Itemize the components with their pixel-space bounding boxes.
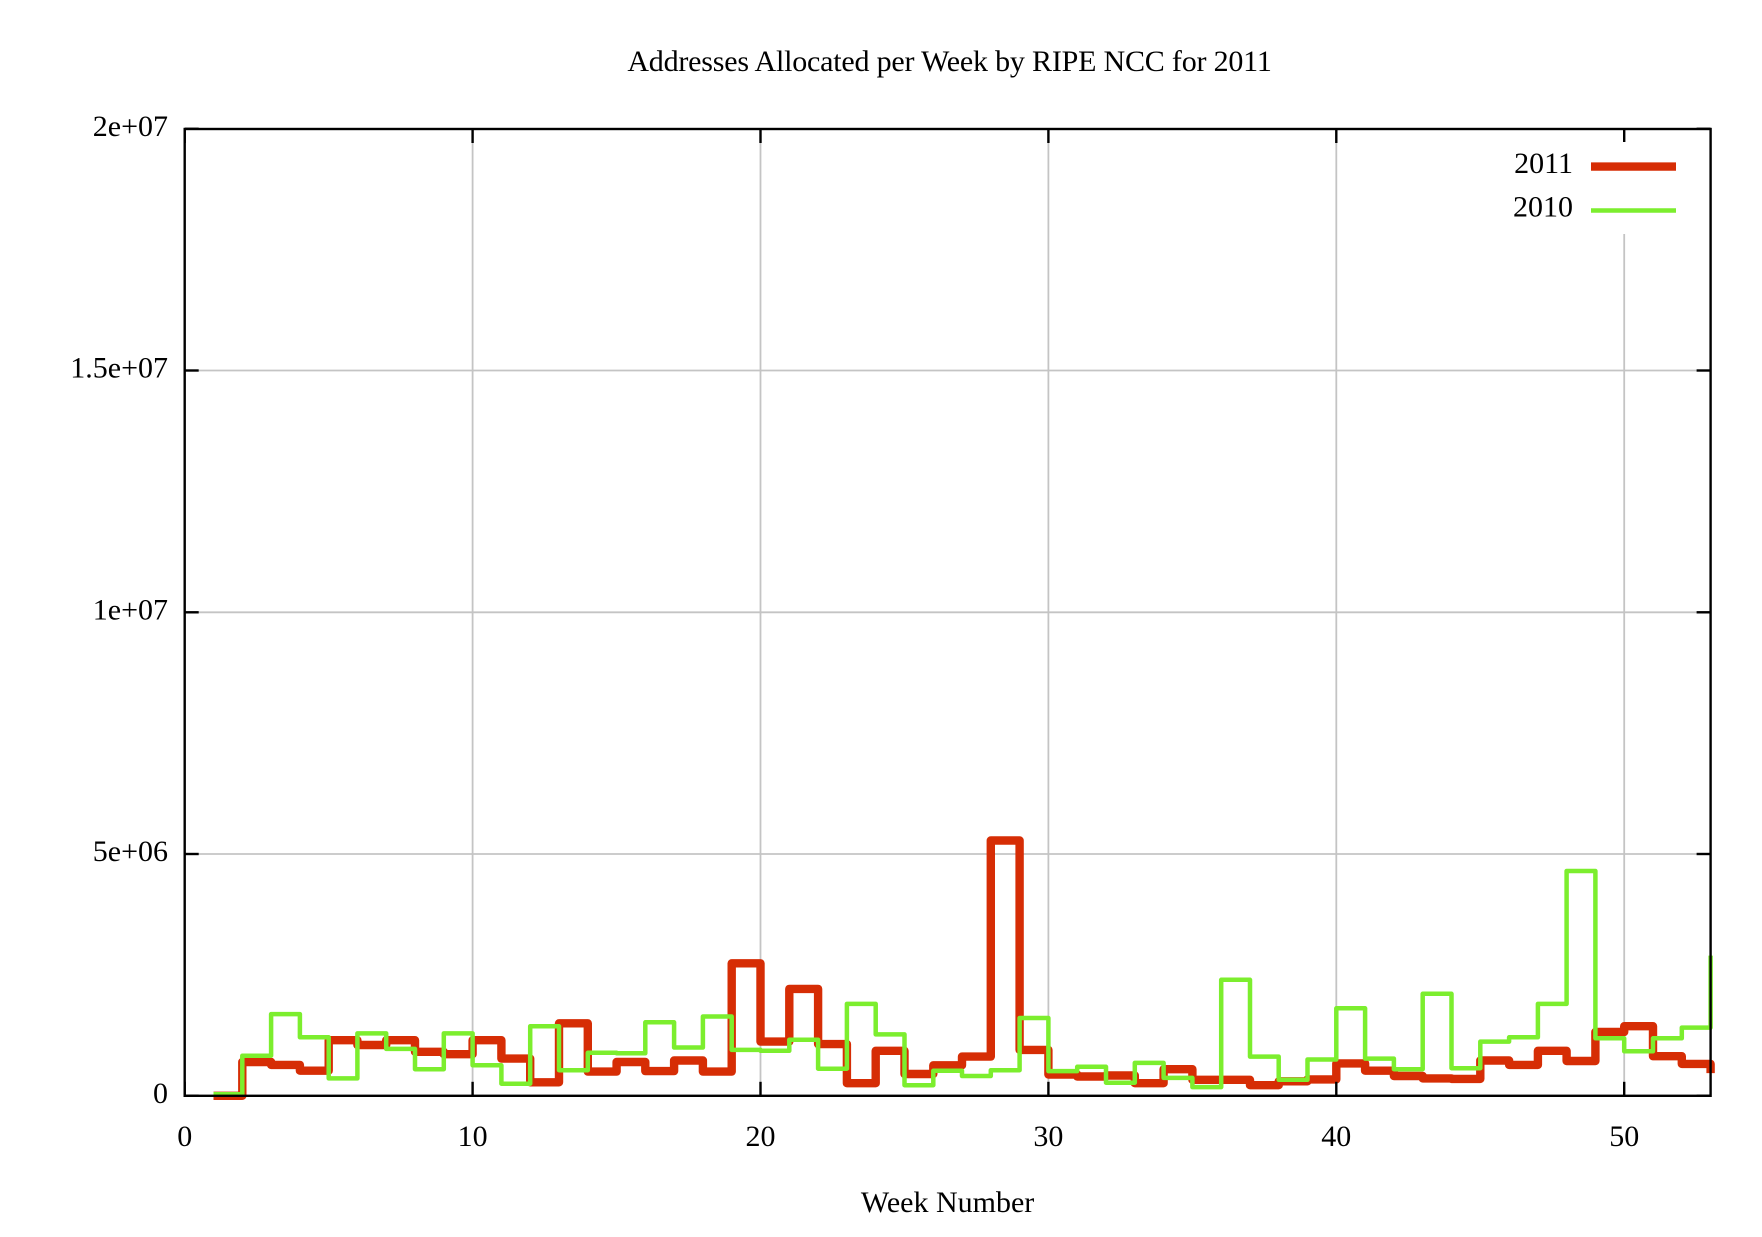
svg-text:1e+07: 1e+07	[93, 593, 168, 626]
svg-text:10: 10	[458, 1120, 488, 1153]
svg-text:2e+07: 2e+07	[93, 110, 168, 143]
svg-text:2011: 2011	[1514, 147, 1573, 180]
svg-text:2010: 2010	[1513, 191, 1573, 224]
svg-text:20: 20	[746, 1120, 776, 1153]
svg-text:Week Number: Week Number	[861, 1186, 1034, 1219]
svg-text:Addresses Allocated per Week b: Addresses Allocated per Week by RIPE NCC…	[627, 45, 1271, 78]
svg-text:0: 0	[177, 1120, 192, 1153]
svg-text:0: 0	[153, 1077, 168, 1110]
svg-text:50: 50	[1609, 1120, 1639, 1153]
svg-text:1.5e+07: 1.5e+07	[70, 352, 168, 385]
svg-text:5e+06: 5e+06	[93, 835, 168, 868]
svg-text:30: 30	[1033, 1120, 1063, 1153]
svg-text:40: 40	[1321, 1120, 1351, 1153]
